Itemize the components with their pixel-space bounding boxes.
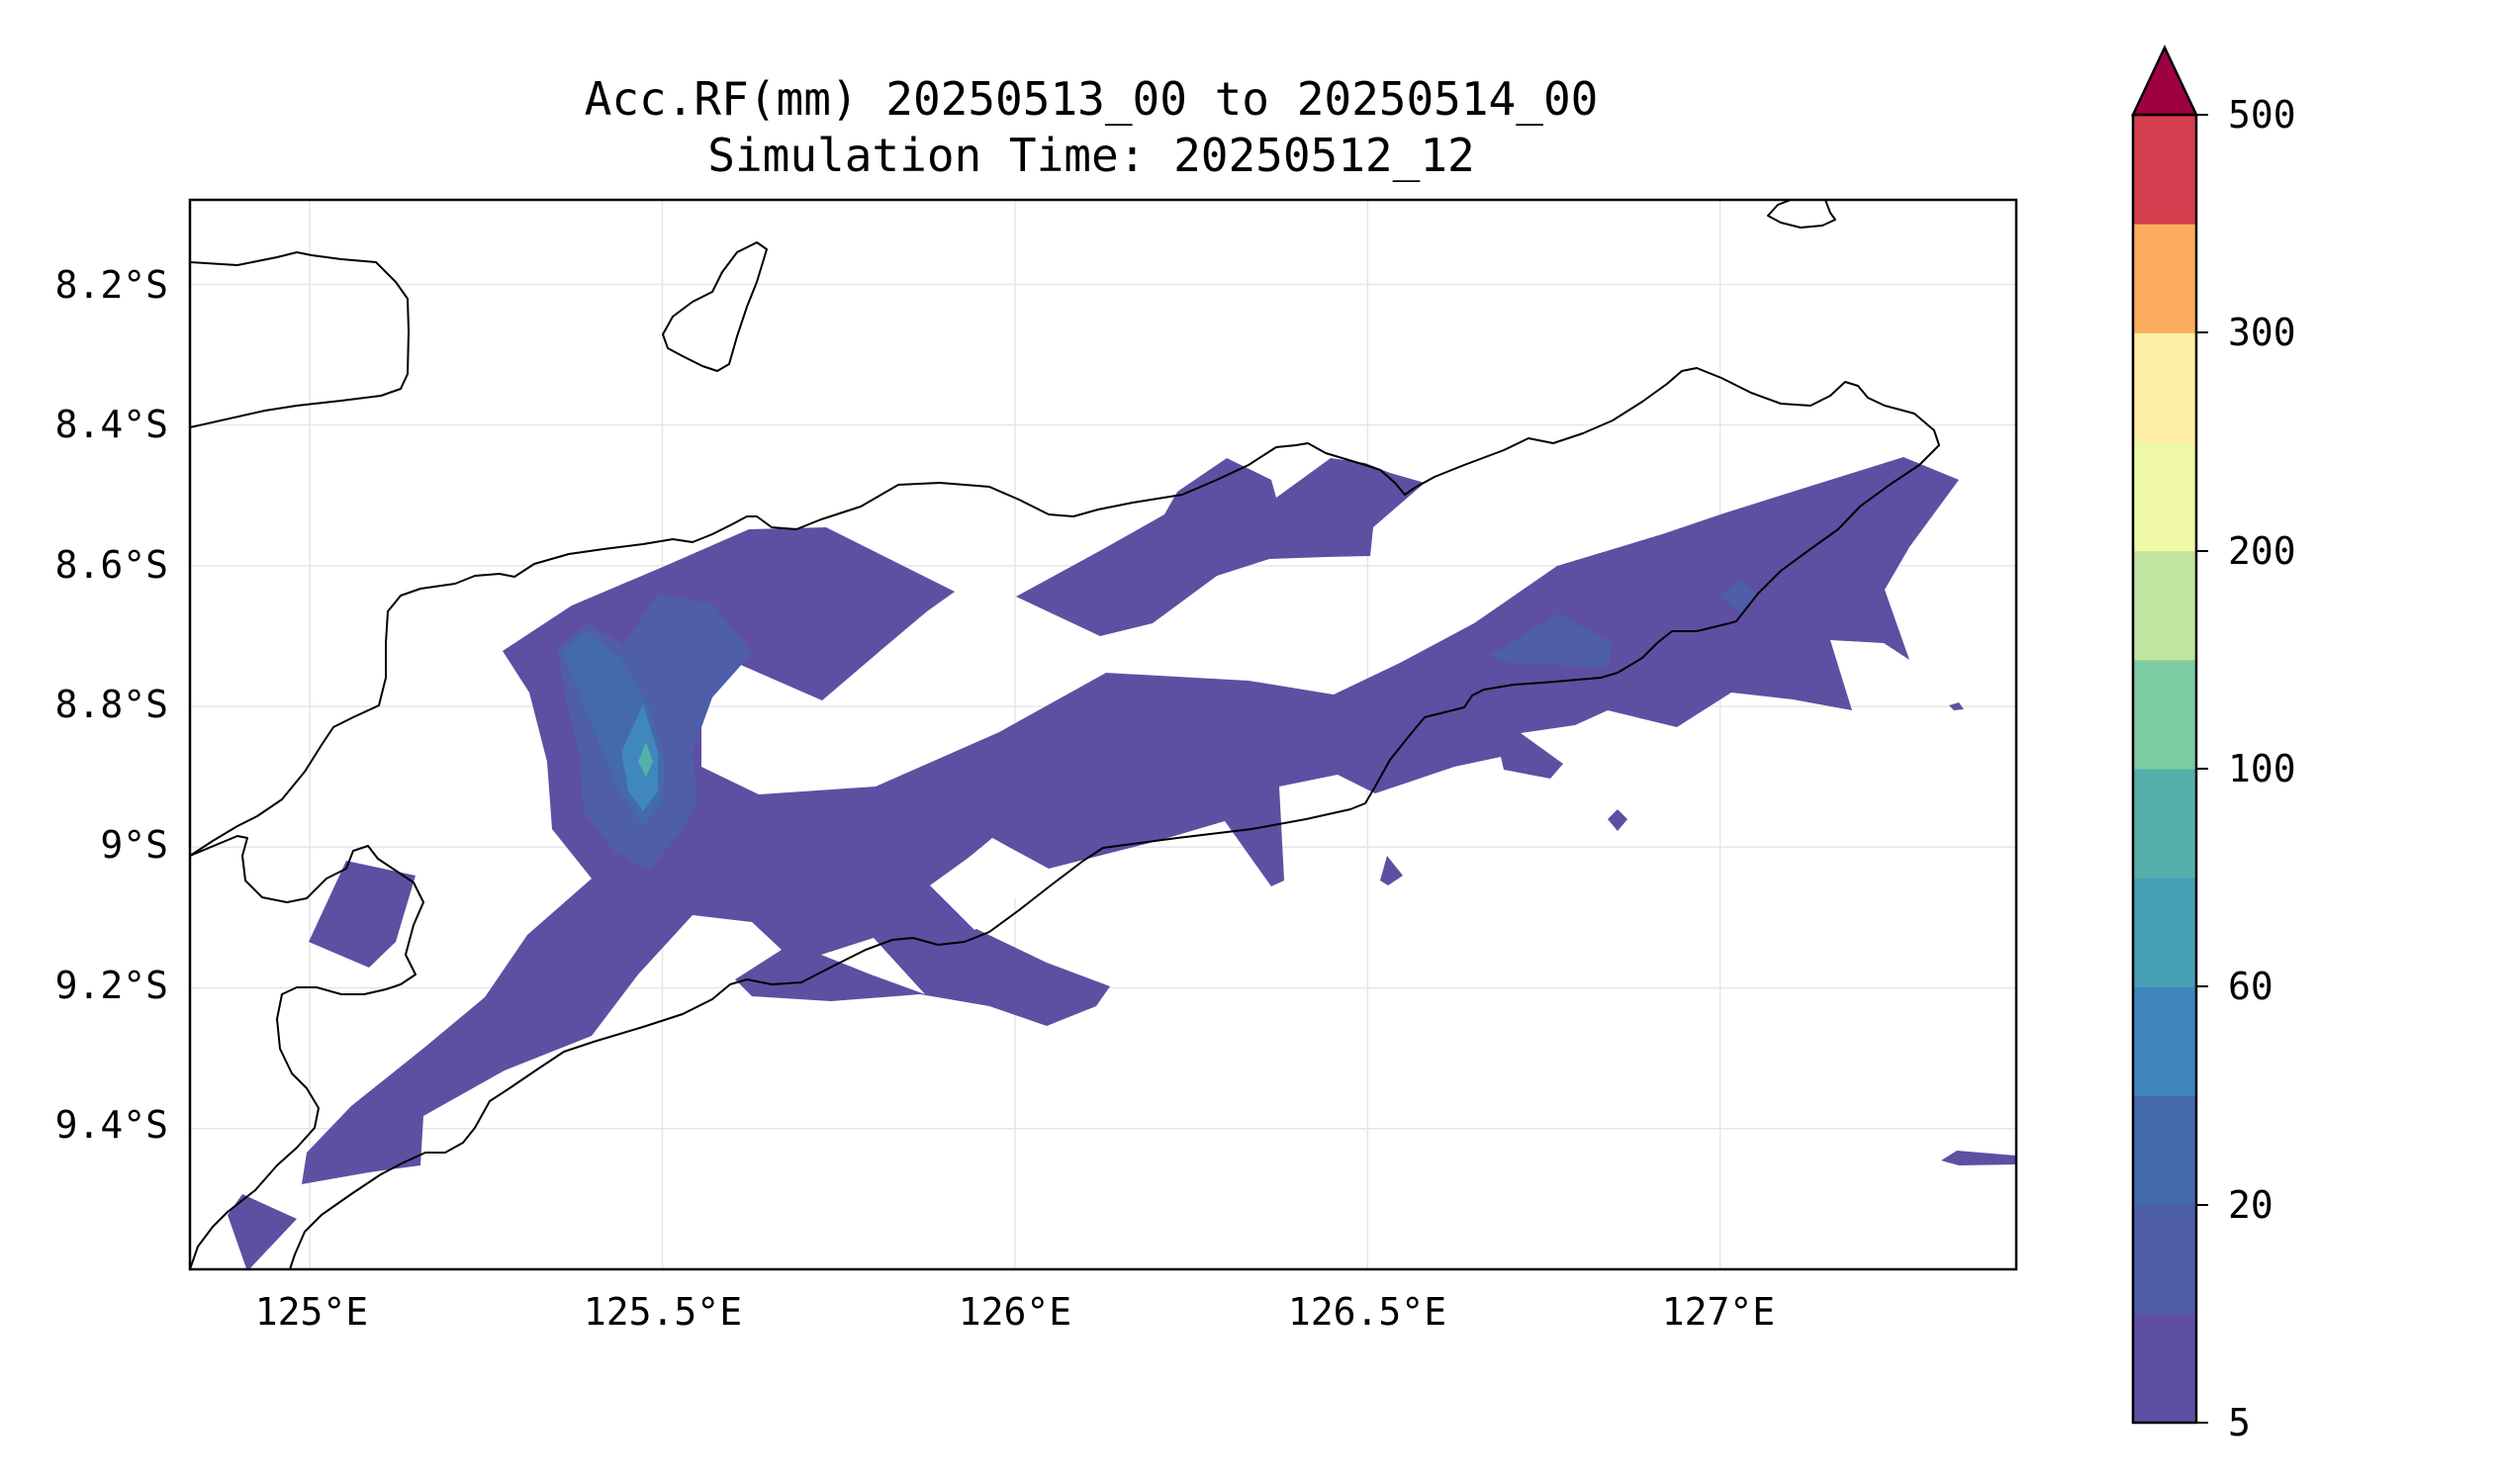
rainfall-cell-southwest — [228, 1194, 297, 1269]
colorbar-segment-400-500 — [2133, 115, 2196, 225]
colorbar-label-500: 500 — [2228, 93, 2296, 137]
colorbar-extend-triangle — [2131, 45, 2198, 117]
colorbar-segment-100-150 — [2133, 659, 2196, 770]
colorbar-label-300: 300 — [2228, 311, 2296, 354]
colorbar-segment-10-20 — [2133, 1204, 2196, 1315]
lat-tick-8-8: 8.8°S — [55, 683, 168, 726]
rainfall-core-40mm — [621, 704, 658, 811]
colorbar-label-200: 200 — [2228, 529, 2296, 573]
coastline-timor-north — [190, 367, 1940, 1269]
colorbar-label-20: 20 — [2228, 1183, 2273, 1227]
colorbar-segment-300-400 — [2133, 224, 2196, 333]
rainfall-cell-southeast — [1941, 1151, 2016, 1165]
lon-tick-127: 127°E — [1662, 1290, 1775, 1334]
rainfall-area-north-band — [1016, 458, 1425, 636]
lat-tick-9-2: 9.2°S — [55, 964, 168, 1007]
rainfall-cell-dot-1 — [1608, 809, 1627, 831]
colorbar-segments — [2133, 115, 2196, 1424]
rainfall-contours — [228, 457, 2016, 1269]
coastlines — [190, 200, 1940, 1269]
rainfall-cell-dot-2 — [1380, 856, 1403, 885]
coastline-alor-tip — [1767, 200, 1836, 229]
colorbar-segment-200-250 — [2133, 441, 2196, 552]
colorbar-segment-40-60 — [2133, 986, 2196, 1096]
coastline-atauro-island — [662, 241, 768, 372]
lon-tick-126-5: 126.5°E — [1288, 1290, 1446, 1334]
rainfall-gap-2 — [930, 839, 1049, 930]
rainfall-gap-1 — [821, 938, 925, 994]
coastline-wetar-island — [190, 251, 410, 428]
lat-tick-8-6: 8.6°S — [55, 543, 168, 587]
rainfall-core-10mm-far-east — [1719, 579, 1756, 613]
rainfall-core-80mm — [638, 742, 653, 777]
figure-title-line2: Simulation Time: 20250512_12 — [707, 129, 1474, 182]
latitude-tick-labels: 8.2°S 8.4°S 8.6°S 8.8°S 9°S 9.2°S 9.4°S — [55, 263, 168, 1147]
colorbar-label-60: 60 — [2228, 965, 2273, 1008]
lon-tick-126: 126°E — [959, 1290, 1071, 1334]
colorbar-segment-5-10 — [2133, 1313, 2196, 1424]
lat-tick-8-2: 8.2°S — [55, 263, 168, 307]
colorbar: 500 300 200 100 60 20 5 — [2131, 45, 2296, 1444]
rainfall-cell-east-small — [1949, 702, 1964, 710]
colorbar-segment-250-300 — [2133, 332, 2196, 442]
colorbar-segment-20-40 — [2133, 1095, 2196, 1206]
rainfall-core-10mm-east — [1489, 613, 1613, 668]
colorbar-label-100: 100 — [2228, 747, 2296, 790]
coastline-timor-west — [190, 835, 424, 1269]
map-plot-area: 125°E 125.5°E 126°E 126.5°E 127°E 8.2°S … — [55, 198, 2018, 1334]
lat-tick-9-4: 9.4°S — [55, 1103, 168, 1147]
lat-tick-8-4: 8.4°S — [55, 403, 168, 446]
map-frame — [188, 198, 2018, 1271]
colorbar-label-5: 5 — [2228, 1401, 2251, 1444]
lat-tick-9: 9°S — [100, 823, 168, 867]
colorbar-segment-80-100 — [2133, 769, 2196, 879]
rainfall-cell-west — [309, 861, 416, 968]
colorbar-segment-60-80 — [2133, 878, 2196, 987]
colorbar-ticks — [2196, 114, 2208, 1424]
colorbar-segment-150-200 — [2133, 550, 2196, 661]
figure-title-line1: Acc.RF(mm) 20250513_00 to 20250514_00 — [585, 72, 1599, 126]
lon-tick-125-5: 125.5°E — [584, 1290, 742, 1334]
longitude-tick-labels: 125°E 125.5°E 126°E 126.5°E 127°E — [255, 1290, 1775, 1334]
lon-tick-125: 125°E — [255, 1290, 368, 1334]
